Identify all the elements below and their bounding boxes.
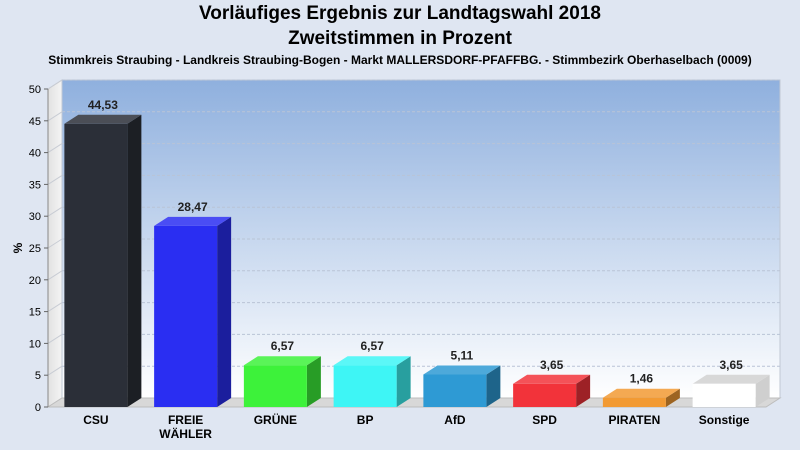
bar-top xyxy=(154,216,232,226)
gridline-side xyxy=(47,365,63,376)
y-tick-label: 35 xyxy=(29,179,41,191)
y-tick-label: 45 xyxy=(29,116,41,128)
y-tick-label: 50 xyxy=(29,84,41,96)
bar-top xyxy=(64,114,142,124)
y-axis-label: % xyxy=(11,242,25,253)
bar-top xyxy=(423,365,501,375)
bar-side xyxy=(127,114,142,408)
gridline-side xyxy=(47,270,63,281)
bar-top xyxy=(243,356,321,366)
y-tick-label: 40 xyxy=(29,148,41,160)
category-label: FREIE xyxy=(168,413,203,427)
bar xyxy=(243,365,307,407)
bar xyxy=(602,397,666,407)
bar xyxy=(333,365,397,407)
value-label: 5,11 xyxy=(451,349,474,363)
bar-top xyxy=(333,356,411,366)
chart-location: Stimmkreis Straubing - Landkreis Straubi… xyxy=(48,53,752,67)
bar-side xyxy=(755,374,770,407)
gridline-side xyxy=(47,333,63,344)
category-label: CSU xyxy=(83,413,108,427)
bar xyxy=(423,374,487,407)
gridline-side xyxy=(47,143,63,154)
bar xyxy=(64,123,128,408)
value-label: 28,47 xyxy=(178,200,208,214)
bar-side xyxy=(217,216,232,407)
bar-side xyxy=(396,356,411,407)
gridline-side xyxy=(47,238,63,249)
y-tick-label: 20 xyxy=(29,275,41,287)
bar xyxy=(154,225,218,407)
chart-subtitle: Zweitstimmen in Prozent xyxy=(288,28,512,49)
category-label: PIRATEN xyxy=(608,413,660,427)
category-label: AfD xyxy=(444,413,466,427)
gridline-side xyxy=(47,111,63,122)
bar xyxy=(692,383,756,407)
y-tick-label: 30 xyxy=(29,211,41,223)
gridline-side xyxy=(47,79,63,90)
bar xyxy=(513,383,577,407)
value-label: 6,57 xyxy=(271,339,295,353)
bar-side xyxy=(576,374,591,407)
category-label: SPD xyxy=(532,413,557,427)
y-tick-label: 10 xyxy=(29,338,41,350)
bar-top xyxy=(602,388,680,398)
value-label: 3,65 xyxy=(540,358,564,372)
bar-side xyxy=(486,365,501,407)
category-label: BP xyxy=(357,413,374,427)
y-tick-label: 25 xyxy=(29,243,41,255)
category-label: WÄHLER xyxy=(159,426,212,441)
gridline-side xyxy=(47,174,63,185)
category-label: GRÜNE xyxy=(254,412,297,427)
chart-title: Vorläufiges Ergebnis zur Landtagswahl 20… xyxy=(199,3,601,24)
value-label: 3,65 xyxy=(719,358,743,372)
bar-top xyxy=(692,374,770,384)
y-tick-label: 5 xyxy=(35,370,41,382)
y-tick-label: 15 xyxy=(29,307,41,319)
value-label: 6,57 xyxy=(360,339,384,353)
gridline-side xyxy=(47,206,63,217)
bar-side xyxy=(665,388,680,407)
bar-top xyxy=(513,374,591,384)
y-tick-label: 0 xyxy=(35,402,41,414)
value-label: 1,46 xyxy=(630,372,654,386)
category-label: Sonstige xyxy=(699,413,750,427)
value-label: 44,53 xyxy=(88,98,118,112)
gridline-side xyxy=(47,302,63,313)
bar-side xyxy=(306,356,321,407)
